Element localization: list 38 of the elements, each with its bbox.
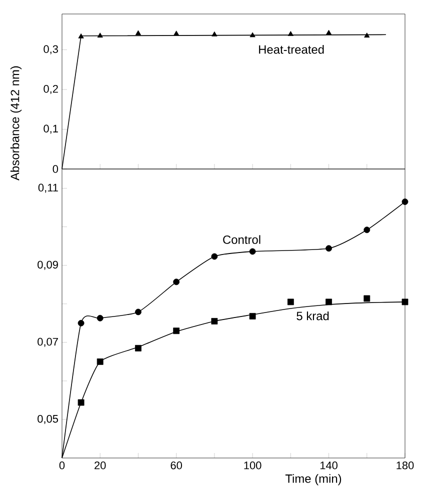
- point: [402, 298, 408, 306]
- y-tick-label: 0,07: [38, 338, 58, 347]
- x-tick-label: 60: [170, 462, 182, 470]
- x-tick-label: 0: [59, 462, 65, 470]
- y-tick-label: 0,3: [44, 45, 58, 54]
- point: [96, 358, 104, 365]
- point: [78, 320, 84, 326]
- point: [249, 248, 256, 255]
- point: [173, 328, 180, 334]
- point: [364, 226, 370, 234]
- y-tick-label: 0,2: [44, 84, 58, 94]
- point: [287, 298, 294, 306]
- series-label: Heat-treated: [259, 44, 324, 54]
- x-tick-label: 180: [396, 462, 414, 470]
- y-tick-label: 0: [52, 165, 58, 173]
- point: [135, 308, 142, 316]
- point: [249, 312, 256, 320]
- x-tick-label: 100: [244, 462, 262, 470]
- point: [173, 278, 180, 286]
- x-axis-title: Time (min): [285, 474, 342, 486]
- y-tick-label: 0,11: [38, 184, 58, 193]
- point: [364, 295, 370, 302]
- series-label: Control: [223, 235, 260, 244]
- point: [326, 298, 332, 306]
- point: [211, 253, 218, 260]
- y-tick-label: 0,05: [38, 414, 58, 424]
- y-tick-label: 0,09: [38, 260, 58, 270]
- point: [78, 399, 84, 406]
- x-tick-label: 140: [320, 462, 338, 470]
- point: [326, 245, 332, 252]
- point: [135, 344, 142, 352]
- point: [96, 314, 104, 322]
- point: [402, 198, 408, 205]
- y-axis-title: Absorbance (412 nm): [10, 66, 22, 180]
- point: [211, 318, 218, 324]
- y-tick-label: 0,1: [44, 124, 58, 134]
- x-tick-label: 20: [94, 462, 106, 470]
- series-label: 5 krad: [296, 311, 329, 320]
